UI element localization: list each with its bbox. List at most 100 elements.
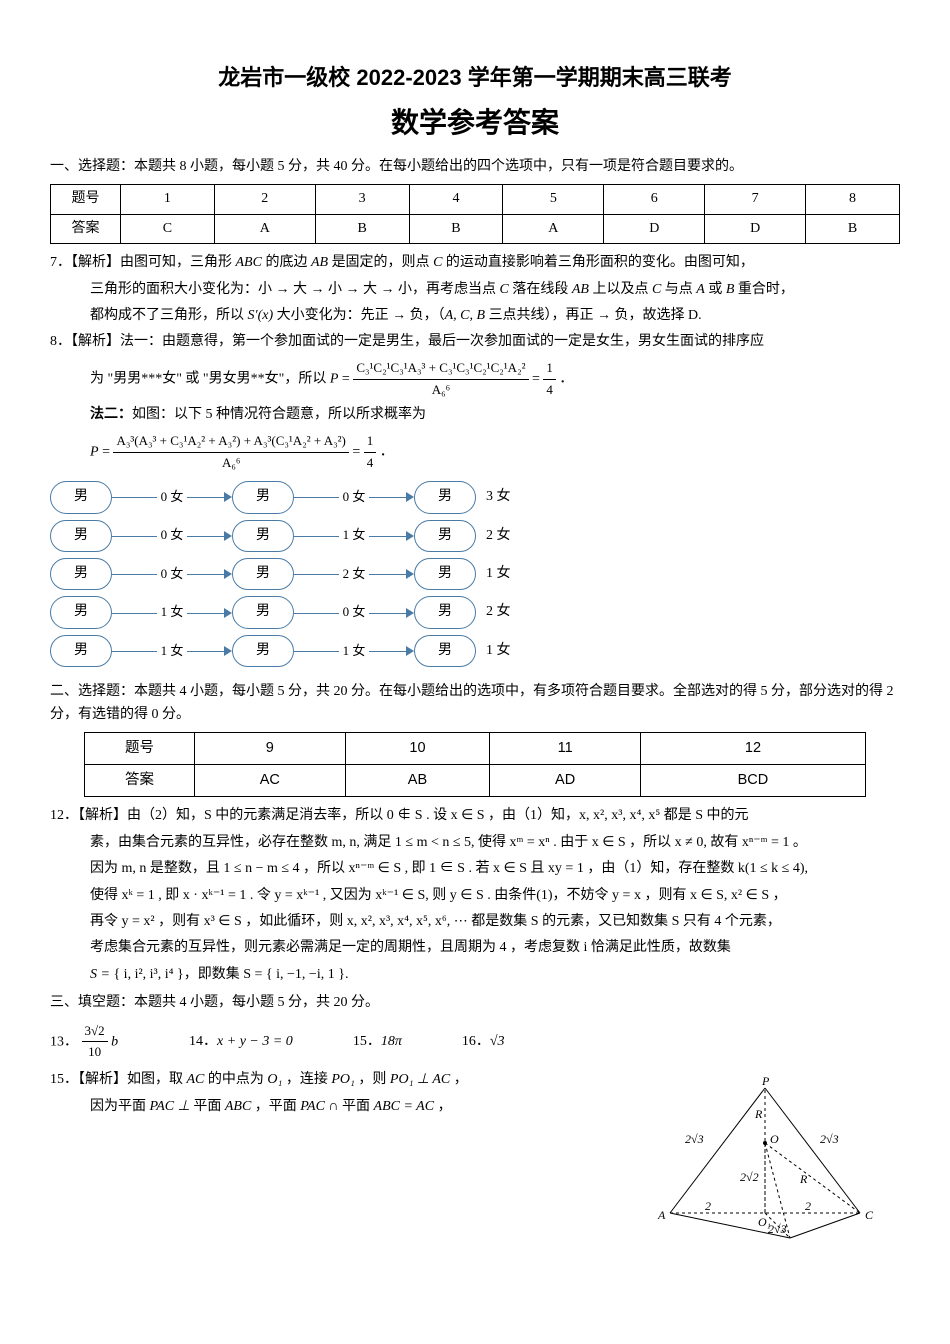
geom-label-R2: R <box>799 1172 808 1186</box>
s1-ans-8: B <box>806 214 900 243</box>
flow-edge: 0 女 <box>112 488 232 506</box>
flow-terminal: 1 女 <box>476 563 511 585</box>
flow-diagram: 男 0 女 男 0 女 男 3 女 男 0 女 男 1 女 男 2 女 男 0 … <box>50 481 900 667</box>
s1-ans-3: B <box>315 214 409 243</box>
flow-edge: 1 女 <box>294 527 414 545</box>
s1-num-1: 1 <box>121 185 215 214</box>
q7-line1: 7．【解析】由图可知，三角形 ABC 的底边 AB 是固定的，则点 C 的运动直… <box>50 252 900 274</box>
s1-num-8: 8 <box>806 185 900 214</box>
s2-num-9: 9 <box>195 733 346 765</box>
flow-node-male: 男 <box>414 520 476 552</box>
s1-row1-label: 题号 <box>51 185 121 214</box>
s1-ans-5: A <box>503 214 604 243</box>
s2-ans-11: AD <box>490 765 641 797</box>
q8-line2: 为 "男男***女" 或 "男女男**女"，所以 P = C₃¹C₂¹C₃¹A₃… <box>50 358 900 401</box>
geom-label-A: A <box>657 1208 666 1222</box>
s1-num-6: 6 <box>604 185 705 214</box>
q7-line2: 三角形的面积大小变化为：小 → 大 → 小 → 大 → 小，再考虑当点 C 落在… <box>50 279 900 301</box>
q12-l6: 考虑集合元素的互异性，则元素必需满足一定的周期性，且周期为 4 ，考虑复数 i … <box>50 937 900 959</box>
flow-node-male: 男 <box>414 635 476 667</box>
q13: 13． 3√210 b⃗ <box>50 1021 129 1064</box>
section2-intro: 二、选择题：本题共 4 小题，每小题 5 分，共 20 分。在每小题给出的选项中… <box>50 681 900 726</box>
page-title-line1: 龙岩市一级校 2022-2023 学年第一学期期末高三联考 <box>50 60 900 95</box>
flow-edge: 1 女 <box>294 642 414 660</box>
q12-l5: 再令 y = x² ，则有 x³ ∈ S ，如此循环，则 x, x², x³, … <box>50 911 900 933</box>
s1-num-3: 3 <box>315 185 409 214</box>
flow-row-5: 男 1 女 男 1 女 男 1 女 <box>50 635 900 667</box>
q15-figure: P A C B O O₁ R R 2√3 2√3 2 2 2√2 2√3 <box>640 1073 890 1251</box>
s2-num-11: 11 <box>490 733 641 765</box>
s1-num-5: 5 <box>503 185 604 214</box>
section2-table: 题号 9 10 11 12 答案 AC AB AD BCD <box>84 732 866 797</box>
fill-blanks-row: 13． 3√210 b⃗ 14．x + y − 3 = 0 15．18π 16．… <box>50 1021 900 1064</box>
flow-node-male: 男 <box>232 558 294 590</box>
flow-edge: 0 女 <box>112 527 232 545</box>
flow-edge: 0 女 <box>294 488 414 506</box>
q12-l2: 素，由集合元素的互异性，必存在整数 m, n, 满足 1 ≤ m < n ≤ 5… <box>50 832 900 854</box>
geom-edge-AO1: 2 <box>705 1199 711 1213</box>
flow-row-3: 男 0 女 男 2 女 男 1 女 <box>50 558 900 590</box>
q14: 14．x + y − 3 = 0 <box>189 1031 293 1053</box>
flow-row-4: 男 1 女 男 0 女 男 2 女 <box>50 596 900 628</box>
flow-edge: 0 女 <box>112 565 232 583</box>
flow-node-male: 男 <box>50 481 112 513</box>
geom-label-P: P <box>761 1074 770 1088</box>
flow-edge: 2 女 <box>294 565 414 583</box>
geom-label-B: B <box>790 1240 798 1243</box>
geom-label-R: R <box>754 1107 763 1121</box>
flow-node-male: 男 <box>232 596 294 628</box>
flow-node-male: 男 <box>50 635 112 667</box>
s1-row2-label: 答案 <box>51 214 121 243</box>
q12-l3: 因为 m, n 是整数，且 1 ≤ n − m ≤ 4 ，所以 xⁿ⁻ᵐ ∈ S… <box>50 858 900 880</box>
s1-ans-1: C <box>121 214 215 243</box>
s2-num-12: 12 <box>640 733 865 765</box>
flow-node-male: 男 <box>414 558 476 590</box>
flow-edge: 0 女 <box>294 604 414 622</box>
q8-line1: 8．【解析】法一：由题意得，第一个参加面试的一定是男生，最后一次参加面试的一定是… <box>50 331 900 353</box>
s1-ans-6: D <box>604 214 705 243</box>
q12-l7: S = { i, i², i³, i⁴ }，即数集 S = { i, −1, −… <box>50 964 900 986</box>
s1-ans-7: D <box>705 214 806 243</box>
q16: 16．√3 <box>462 1031 505 1053</box>
flow-node-male: 男 <box>50 520 112 552</box>
flow-row-2: 男 0 女 男 1 女 男 2 女 <box>50 520 900 552</box>
section1-table: 题号 1 2 3 4 5 6 7 8 答案 C A B B A D D B <box>50 184 900 244</box>
geom-label-O: O <box>770 1132 779 1146</box>
s2-ans-12: BCD <box>640 765 865 797</box>
s1-ans-4: B <box>409 214 503 243</box>
geom-edge-PC: 2√3 <box>820 1132 839 1146</box>
flow-terminal: 1 女 <box>476 640 511 662</box>
section3-intro: 三、填空题：本题共 4 小题，每小题 5 分，共 20 分。 <box>50 992 900 1014</box>
flow-edge: 1 女 <box>112 642 232 660</box>
flow-node-male: 男 <box>232 635 294 667</box>
geom-edge-PA: 2√3 <box>685 1132 704 1146</box>
flow-node-male: 男 <box>232 520 294 552</box>
flow-node-male: 男 <box>50 558 112 590</box>
s2-ans-10: AB <box>345 765 490 797</box>
flow-node-male: 男 <box>414 481 476 513</box>
s2-ans-9: AC <box>195 765 346 797</box>
s1-num-7: 7 <box>705 185 806 214</box>
flow-terminal: 2 女 <box>476 525 511 547</box>
flow-edge: 1 女 <box>112 604 232 622</box>
q12-l1: 12．【解析】由（2）知，S 中的元素满足消去率，所以 0 ∉ S . 设 x … <box>50 805 900 827</box>
section1-intro: 一、选择题：本题共 8 小题，每小题 5 分，共 40 分。在每小题给出的四个选… <box>50 156 900 178</box>
s1-ans-2: A <box>214 214 315 243</box>
flow-row-1: 男 0 女 男 0 女 男 3 女 <box>50 481 900 513</box>
geom-edge-O1B: 2√3 <box>768 1222 787 1236</box>
geom-label-C: C <box>865 1208 874 1222</box>
flow-terminal: 3 女 <box>476 486 511 508</box>
geom-edge-O1C: 2 <box>805 1199 811 1213</box>
q8-formula2: P = A₃³(A₃³ + C₃¹A₂² + A₃²) + A₃³(C₃¹A₂²… <box>50 431 900 474</box>
s2-num-10: 10 <box>345 733 490 765</box>
page-title-line2: 数学参考答案 <box>50 101 900 146</box>
q15: 15．18π <box>353 1031 402 1053</box>
q8-method2: 法二：如图：以下 5 种情况符合题意，所以所求概率为 <box>50 404 900 426</box>
s1-num-2: 2 <box>214 185 315 214</box>
s1-num-4: 4 <box>409 185 503 214</box>
flow-node-male: 男 <box>232 481 294 513</box>
flow-terminal: 2 女 <box>476 601 511 623</box>
q7-line3: 都构成不了三角形，所以 S′(x) 大小变化为：先正 → 负，（A, C, B … <box>50 305 900 327</box>
geom-edge-OO1: 2√2 <box>740 1170 759 1184</box>
flow-node-male: 男 <box>50 596 112 628</box>
